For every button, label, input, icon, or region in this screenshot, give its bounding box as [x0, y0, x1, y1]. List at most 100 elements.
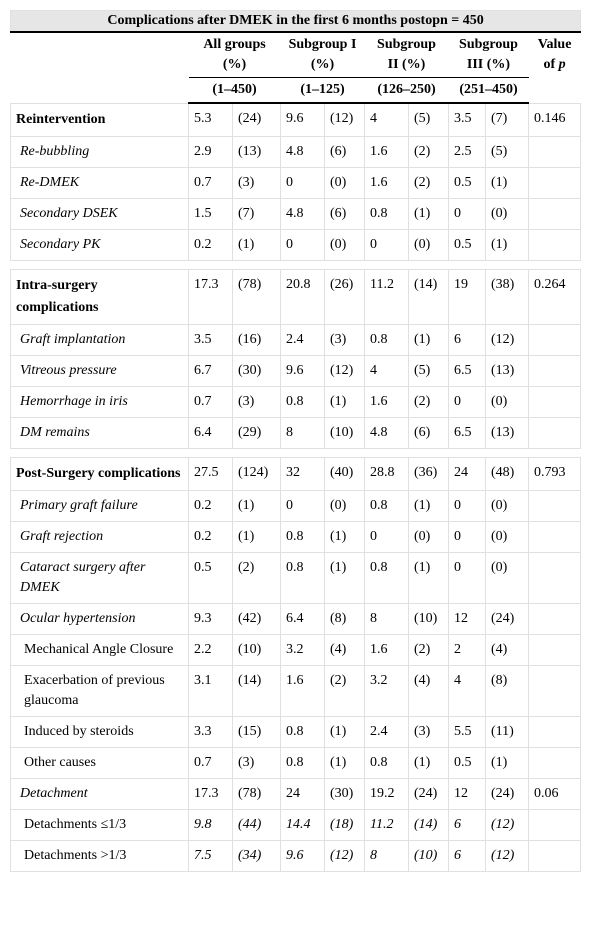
value-cell: (1) [324, 385, 365, 418]
value-cell: (0) [408, 228, 449, 261]
row-label: Detachments ≤1/3 [10, 808, 189, 841]
value-cell: 2.9 [188, 135, 233, 168]
value-cell: (13) [485, 354, 529, 387]
row-label: DM remains [10, 416, 189, 449]
value-cell: (3) [232, 385, 281, 418]
value-cell: 0.2 [188, 228, 233, 261]
value-cell: (1) [324, 746, 365, 779]
value-cell: (0) [485, 551, 529, 604]
value-cell: 19 [448, 268, 486, 325]
value-cell: 8 [280, 416, 325, 449]
value-cell: 0.8 [280, 385, 325, 418]
row-label: Secondary DSEK [10, 197, 189, 230]
value-cell: (44) [232, 808, 281, 841]
value-cell: 0.7 [188, 166, 233, 199]
value-cell: 0.06 [527, 777, 582, 810]
value-cell: 9.8 [188, 808, 233, 841]
value-cell: 4.8 [280, 135, 325, 168]
value-cell: 1.5 [188, 197, 233, 230]
value-cell: (0) [485, 197, 529, 230]
value-cell: (2) [408, 135, 449, 168]
group-header: Subgroup I (%) [280, 32, 365, 78]
value-cell: (12) [485, 323, 529, 356]
value-cell: 0 [364, 228, 409, 261]
value-cell: 6 [448, 839, 486, 872]
table-row: Post-Surgery complications 27.5 (124) 32 (40… [10, 456, 582, 491]
value-cell: 1.6 [364, 135, 409, 168]
row-label: Induced by steroids [10, 715, 189, 748]
value-cell: (10) [408, 602, 449, 635]
value-cell: 3.2 [364, 664, 409, 717]
value-cell: (4) [408, 664, 449, 717]
value-cell: 0.8 [364, 746, 409, 779]
value-cell: 8 [364, 839, 409, 872]
row-label: Detachments >1/3 [10, 839, 189, 872]
value-cell: 6 [448, 323, 486, 356]
table-row: Graft implantation 3.5 (16) 2.4 (3) 0.8 (1) 6 (1… [10, 323, 582, 356]
spacer-row [10, 447, 581, 458]
table-row: Mechanical Angle Closure 2.2 (10) 3.2 (4) 1.6… [10, 633, 582, 666]
value-cell: 0.793 [527, 456, 582, 491]
value-cell: (2) [232, 551, 281, 604]
value-cell: (12) [324, 354, 365, 387]
value-cell: (1) [408, 197, 449, 230]
value-cell: 0.5 [188, 551, 233, 604]
value-cell: 12 [448, 777, 486, 810]
row-label: Primary graft failure [10, 489, 189, 522]
value-cell: (1) [232, 520, 281, 553]
value-cell: 0.8 [280, 715, 325, 748]
group-header: All groups (%) [188, 32, 281, 78]
value-cell: 6.7 [188, 354, 233, 387]
table-row: Re-DMEK 0.7 (3) 0 (0) 1.6 (2) 0.5 (1) [10, 166, 582, 199]
value-cell: (1) [232, 489, 281, 522]
row-label: Detachment [10, 777, 189, 810]
value-cell: 11.2 [364, 808, 409, 841]
value-cell: (16) [232, 323, 281, 356]
empty-cell [527, 808, 582, 841]
table-row: Intra-surgery complications 17.3 (78) 20.8(… [10, 268, 582, 325]
value-cell: (12) [485, 808, 529, 841]
value-cell: (10) [408, 839, 449, 872]
value-cell: 0 [448, 551, 486, 604]
value-cell: (124) [232, 456, 281, 491]
row-label: Exacerbation of previous glaucoma [10, 664, 189, 717]
value-cell: (10) [232, 633, 281, 666]
value-cell: (3) [232, 746, 281, 779]
value-cell: (4) [485, 633, 529, 666]
value-cell: 9.6 [280, 102, 325, 137]
value-cell: (2) [408, 633, 449, 666]
value-cell: 4 [364, 102, 409, 137]
value-cell: (6) [408, 416, 449, 449]
value-cell: 0.8 [280, 551, 325, 604]
value-cell: 1.6 [364, 166, 409, 199]
value-cell: 1.6 [280, 664, 325, 717]
value-cell: 17.3 [188, 777, 233, 810]
value-cell: (78) [232, 268, 281, 325]
value-cell: (13) [485, 416, 529, 449]
empty-cell [527, 323, 582, 356]
value-cell: 0.8 [364, 197, 409, 230]
value-cell: (12) [324, 102, 365, 137]
table-row: Vitreous pressure 6.7 (30) 9.6 (12) 4 (5) 6.5 (1… [10, 354, 582, 387]
table-row: Hemorrhage in iris 0.7 (3) 0.8 (1) 1.6 (2) 0 (0) [10, 385, 582, 418]
empty-cell [527, 715, 582, 748]
value-cell: (2) [408, 166, 449, 199]
value-cell: 0.8 [364, 323, 409, 356]
range-header: (126–250) [364, 77, 449, 104]
value-cell: (10) [324, 416, 365, 449]
row-label: Vitreous pressure [10, 354, 189, 387]
blank-header [10, 32, 189, 103]
value-cell: 9.6 [280, 354, 325, 387]
value-cell: 0.5 [448, 166, 486, 199]
value-cell: (1) [485, 166, 529, 199]
value-cell: 6.5 [448, 416, 486, 449]
value-cell: 24 [448, 456, 486, 491]
table-row: DM remains 6.4 (29) 8 (10) 4.8 (6) 6.5 (13) [10, 416, 582, 449]
value-cell: (0) [485, 489, 529, 522]
value-cell: 4.8 [280, 197, 325, 230]
table-row: Detachment 17.3 (78) 24 (30) 19.2 (24) 12 (24) 0.… [10, 777, 582, 810]
row-label: Other causes [10, 746, 189, 779]
value-cell: (1) [324, 520, 365, 553]
value-cell: 0 [364, 520, 409, 553]
value-cell: (34) [232, 839, 281, 872]
